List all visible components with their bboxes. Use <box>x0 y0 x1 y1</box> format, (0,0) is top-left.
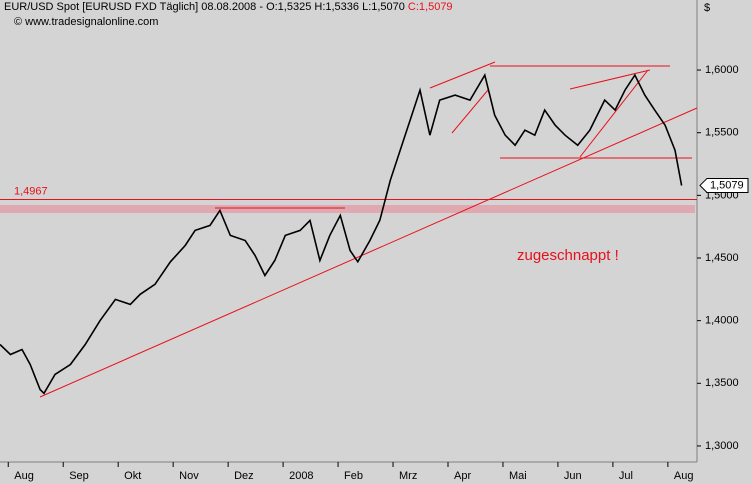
x-tick-label: Jul <box>619 470 633 482</box>
y-tick-label: 1,6000 <box>705 64 739 76</box>
y-tick-label: 1,4500 <box>705 252 739 264</box>
chart-title: EUR/USD Spot [EURUSD FXD Täglich] 08.08.… <box>4 1 405 13</box>
trend-line <box>429 61 496 89</box>
last-price-label: 1,5079 <box>710 179 744 191</box>
x-tick-label: Mrz <box>399 470 417 482</box>
trend-line <box>451 89 489 134</box>
x-tick-label: Aug <box>674 470 694 482</box>
x-tick-label: Feb <box>344 470 363 482</box>
x-tick-label: Dez <box>234 470 254 482</box>
x-tick-label: Jun <box>564 470 582 482</box>
zone-band <box>0 205 695 213</box>
x-tick-label: Nov <box>179 470 199 482</box>
x-tick-label: Apr <box>454 470 471 482</box>
x-tick-label: Sep <box>69 470 89 482</box>
y-tick-label: 1,3500 <box>705 377 739 389</box>
subtitle: © www.tradesignalonline.com <box>14 16 158 28</box>
x-tick-label: 2008 <box>289 470 313 482</box>
trend-line <box>569 69 651 90</box>
x-tick-label: Okt <box>124 470 141 482</box>
y-tick-label: 1,4000 <box>705 315 739 327</box>
trend-line <box>579 69 649 158</box>
last-price-box <box>699 177 749 193</box>
y-tick-label: 1,5500 <box>705 127 739 139</box>
chart-title-close: C:1,5079 <box>408 1 453 13</box>
x-tick-label: Mai <box>509 470 527 482</box>
horizontal-line-label: 1,4967 <box>14 185 48 197</box>
trend-line <box>39 107 698 398</box>
trend-lines <box>39 61 698 398</box>
y-tick-label: 1,3000 <box>705 440 739 452</box>
annotation: zugeschnappt ! <box>517 247 619 264</box>
axis-unit: $ <box>704 2 710 14</box>
x-tick-label: Aug <box>14 470 34 482</box>
price-line <box>0 73 683 395</box>
